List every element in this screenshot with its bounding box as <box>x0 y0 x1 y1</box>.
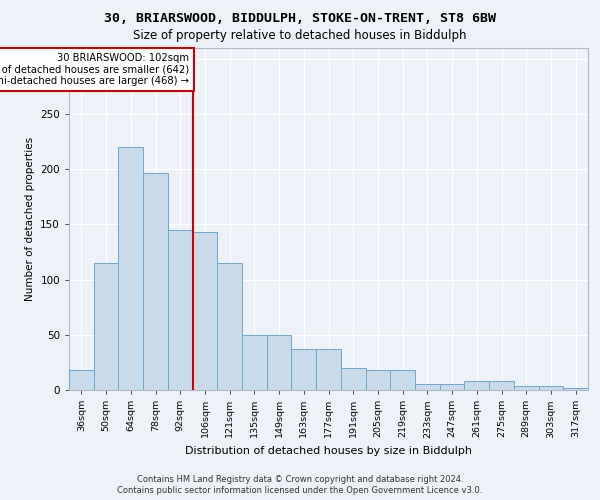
Bar <box>193 232 217 390</box>
Text: Contains public sector information licensed under the Open Government Licence v3: Contains public sector information licen… <box>118 486 482 495</box>
Bar <box>217 263 242 390</box>
Bar <box>563 388 588 390</box>
Bar <box>341 368 365 390</box>
Bar <box>267 335 292 390</box>
Bar <box>514 386 539 390</box>
Bar <box>242 335 267 390</box>
Bar <box>415 384 440 390</box>
Bar <box>118 147 143 390</box>
X-axis label: Distribution of detached houses by size in Biddulph: Distribution of detached houses by size … <box>185 446 472 456</box>
Bar <box>489 381 514 390</box>
Bar <box>390 370 415 390</box>
Bar <box>440 384 464 390</box>
Bar <box>143 174 168 390</box>
Text: 30, BRIARSWOOD, BIDDULPH, STOKE-ON-TRENT, ST8 6BW: 30, BRIARSWOOD, BIDDULPH, STOKE-ON-TRENT… <box>104 12 496 26</box>
Y-axis label: Number of detached properties: Number of detached properties <box>25 136 35 301</box>
Bar <box>539 386 563 390</box>
Bar <box>94 263 118 390</box>
Bar <box>464 381 489 390</box>
Bar <box>292 349 316 390</box>
Text: Size of property relative to detached houses in Biddulph: Size of property relative to detached ho… <box>133 29 467 42</box>
Bar <box>316 349 341 390</box>
Text: Contains HM Land Registry data © Crown copyright and database right 2024.: Contains HM Land Registry data © Crown c… <box>137 475 463 484</box>
Bar <box>168 230 193 390</box>
Bar <box>365 370 390 390</box>
Text: 30 BRIARSWOOD: 102sqm
← 57% of detached houses are smaller (642)
42% of semi-det: 30 BRIARSWOOD: 102sqm ← 57% of detached … <box>0 53 189 86</box>
Bar <box>69 370 94 390</box>
